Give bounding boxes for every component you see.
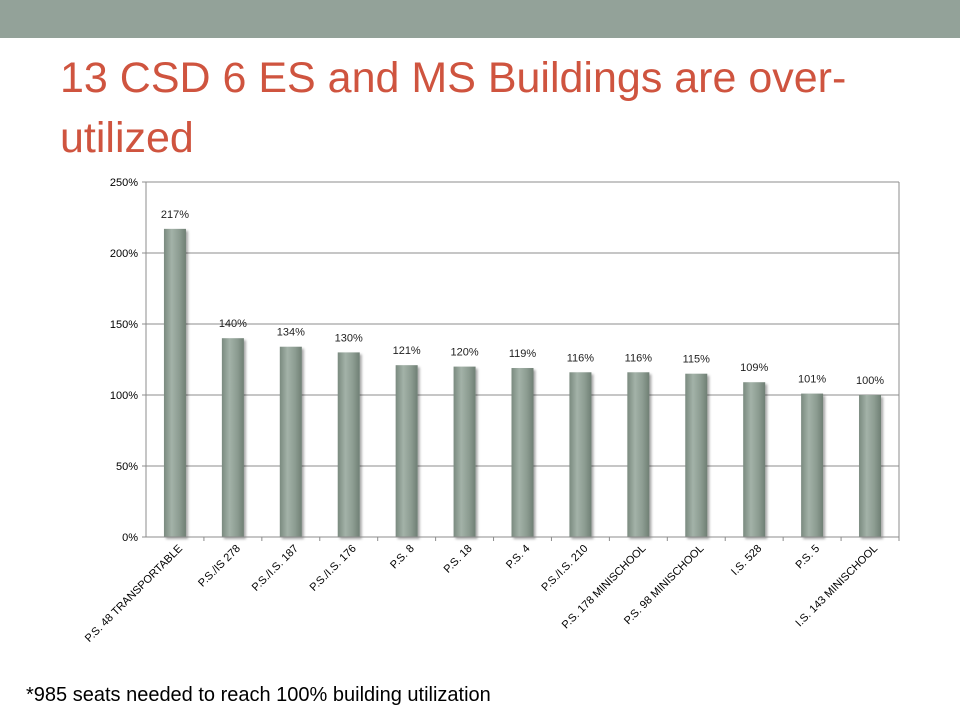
- data-label: 140%: [219, 318, 247, 330]
- bar: [163, 228, 186, 538]
- data-label: 100%: [856, 375, 884, 387]
- y-tick-label: 50%: [116, 461, 138, 473]
- data-label: 217%: [161, 209, 189, 221]
- y-tick-label: 150%: [110, 319, 138, 331]
- bar: [511, 368, 534, 537]
- bar: [569, 372, 592, 537]
- category-label: P.S. 48 TRANSPORTABLE: [83, 543, 185, 645]
- bar-chart: 217% P.S. 48 TRANSPORTABLE 140% P.S./IS 278…: [83, 177, 900, 645]
- data-label: 130%: [335, 332, 363, 344]
- data-label: 134%: [277, 327, 305, 339]
- category-label: P.S./I.S. 176: [308, 543, 359, 594]
- bar: [627, 372, 650, 537]
- category-label: P.S. 8: [388, 543, 417, 572]
- bar: [453, 366, 476, 537]
- y-tick-label: 250%: [110, 177, 138, 189]
- data-label: 109%: [740, 362, 768, 374]
- data-label: 116%: [625, 352, 653, 364]
- category-label: P.S. 18: [442, 543, 475, 576]
- data-label: 119%: [509, 348, 537, 360]
- bar: [685, 373, 708, 537]
- data-label: 101%: [798, 374, 826, 386]
- bar: [279, 346, 302, 537]
- data-label: 121%: [393, 345, 421, 357]
- data-label: 115%: [683, 354, 711, 366]
- data-label: 116%: [567, 352, 595, 364]
- slide-title: 13 CSD 6 ES and MS Buildings are over-ut…: [60, 54, 847, 162]
- category-label: P.S. 4: [504, 543, 533, 572]
- bar: [221, 338, 244, 537]
- bar: [859, 395, 882, 537]
- y-tick-label: 0%: [122, 532, 138, 544]
- data-label: 120%: [451, 347, 479, 359]
- category-label: P.S./I.S. 210: [539, 543, 590, 594]
- bar: [395, 365, 418, 537]
- category-label: P.S./IS 278: [196, 543, 243, 590]
- bar: [801, 393, 824, 537]
- category-label: I.S. 528: [729, 543, 764, 578]
- bar: [743, 382, 766, 537]
- bar: [337, 352, 360, 537]
- category-label: P.S. 5: [794, 543, 823, 572]
- footnote: *985 seats needed to reach 100% building…: [26, 684, 491, 706]
- y-tick-label: 100%: [110, 390, 138, 402]
- category-label: P.S./I.S. 187: [250, 543, 301, 594]
- y-tick-label: 200%: [110, 248, 138, 260]
- top-accent-band: [0, 0, 960, 38]
